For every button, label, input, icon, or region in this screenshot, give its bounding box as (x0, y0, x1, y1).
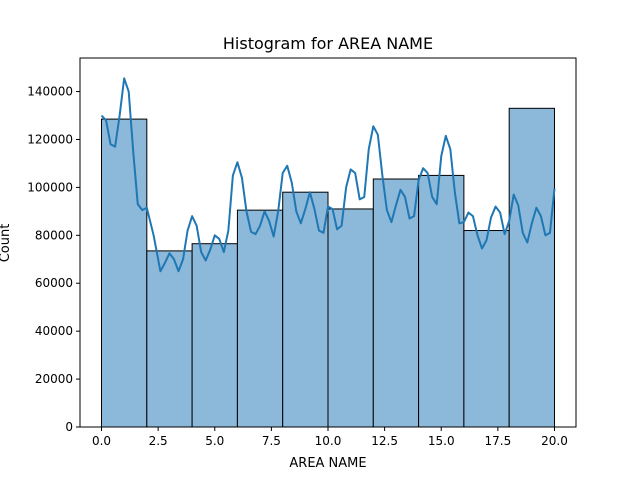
histogram-bar-5 (327, 208, 374, 428)
y-tick-label-7: 140000 (27, 85, 73, 99)
y-tick-label-2: 40000 (35, 324, 73, 338)
x-axis: 0.0 2.5 5.0 7.5 10.0 12.5 15.0 17.5 20.0 (92, 427, 568, 448)
histogram-bar-3 (236, 209, 284, 428)
histogram-bar-1 (146, 250, 193, 428)
x-tick-label-6: 15.0 (428, 434, 455, 448)
histogram-bar-0 (101, 118, 148, 428)
x-tick-label-2: 5.0 (205, 434, 224, 448)
kde-curve (100, 77, 556, 273)
x-tick-label-7: 17.5 (485, 434, 512, 448)
x-tick-label-1: 2.5 (149, 434, 168, 448)
x-tick-label-4: 10.0 (315, 434, 342, 448)
y-tick-label-3: 60000 (35, 276, 73, 290)
y-tick-label-6: 120000 (27, 132, 73, 146)
histogram-bar-2 (191, 243, 238, 428)
y-tick-label-0: 0 (65, 420, 73, 434)
x-tick-label-5: 12.5 (371, 434, 398, 448)
y-axis-label: Count (0, 224, 13, 263)
x-axis-label: AREA NAME (289, 456, 366, 471)
histogram-bar-7 (418, 174, 465, 428)
y-tick-label-5: 100000 (27, 180, 73, 194)
histogram-bar-9 (508, 107, 555, 428)
histogram-bars (101, 107, 555, 428)
histogram-bar-4 (282, 191, 329, 428)
y-tick-label-1: 20000 (35, 372, 73, 386)
x-tick-label-3: 7.5 (262, 434, 281, 448)
x-tick-label-8: 20.0 (541, 434, 568, 448)
y-tick-label-4: 80000 (35, 228, 73, 242)
histogram-bar-8 (463, 230, 510, 428)
histogram-bar-6 (372, 178, 420, 428)
plot-frame (79, 57, 577, 428)
chart-title: Histogram for AREA NAME (223, 34, 433, 53)
y-axis: 0 20000 40000 60000 80000 100000 120000 140000 (27, 85, 80, 434)
x-tick-label-0: 0.0 (92, 434, 111, 448)
